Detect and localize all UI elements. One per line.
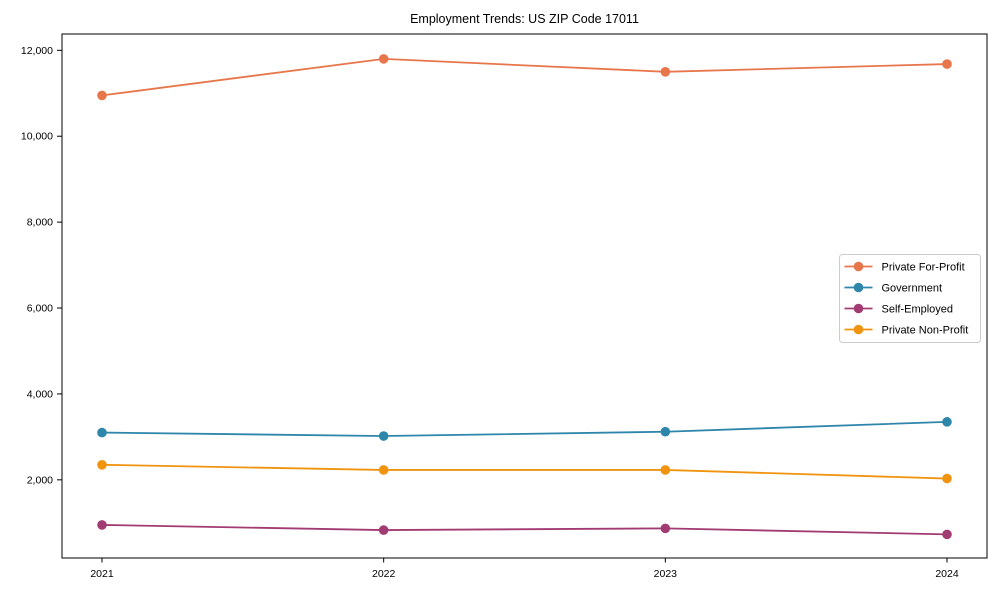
legend-entry-government: Government [844, 282, 943, 295]
legend-entry-private-for-profit: Private For-Profit [844, 261, 965, 274]
x-axis-tick-label: 2021 [90, 568, 114, 580]
data-point-private-for-profit-2024 [942, 59, 952, 69]
series-line-private-for-profit [101, 58, 948, 97]
legend-marker [853, 261, 864, 272]
data-point-private-non-profit-2022 [378, 465, 389, 475]
legend-marker [853, 282, 864, 293]
series-private-for-profit [97, 54, 952, 101]
data-point-government-2021 [97, 427, 107, 438]
data-point-private-for-profit-2023 [660, 66, 671, 77]
legend-label: Private For-Profit [882, 262, 965, 274]
y-axis-tick-label: 8,000 [27, 217, 53, 229]
data-point-self-employed-2023 [660, 523, 671, 534]
legend-entry-self-employed: Self-Employed [844, 303, 954, 316]
legend-label: Self-Employed [882, 304, 954, 316]
series-private-non-profit [97, 459, 952, 484]
y-axis-tick-label: 6,000 [27, 303, 53, 315]
data-point-private-non-profit-2023 [660, 465, 671, 475]
data-point-self-employed-2021 [97, 520, 107, 530]
legend-marker [853, 324, 864, 335]
series-self-employed [97, 520, 952, 540]
legend-label: Private Non-Profit [882, 325, 969, 337]
y-axis-tick-label: 12,000 [21, 45, 53, 57]
data-point-government-2023 [660, 426, 671, 437]
series-government [97, 417, 952, 441]
legend-box [839, 254, 981, 343]
data-point-private-non-profit-2021 [97, 459, 107, 470]
legend-entry-private-non-profit: Private Non-Profit [844, 324, 969, 337]
data-point-private-for-profit-2021 [97, 90, 107, 101]
x-axis-tick-label: 2022 [372, 568, 396, 580]
series-line-government [101, 420, 948, 437]
series-line-private-non-profit [101, 463, 948, 480]
data-point-government-2024 [942, 417, 952, 427]
data-point-government-2022 [378, 431, 389, 441]
data-point-self-employed-2022 [378, 525, 389, 535]
series-line-self-employed [101, 524, 948, 536]
y-axis-tick-label: 2,000 [27, 474, 53, 486]
x-axis: 2021 2022 2023 2024 [90, 558, 959, 580]
x-axis-tick-label: 2023 [654, 568, 678, 580]
y-axis-tick-label: 4,000 [27, 388, 53, 400]
legend: Private For-Profit Government Self-Employe… [839, 254, 981, 343]
x-axis-tick-label: 2024 [935, 568, 959, 580]
data-point-private-for-profit-2022 [378, 54, 389, 64]
y-axis: 2,000 4,000 6,000 8,000 10,000 12,000 [21, 45, 62, 486]
chart-title: Employment Trends: US ZIP Code 17011 [410, 12, 639, 26]
data-point-self-employed-2024 [942, 529, 952, 540]
data-point-private-non-profit-2024 [942, 473, 952, 484]
legend-marker [853, 303, 864, 314]
legend-label: Government [882, 283, 943, 295]
y-axis-tick-label: 10,000 [21, 131, 53, 143]
